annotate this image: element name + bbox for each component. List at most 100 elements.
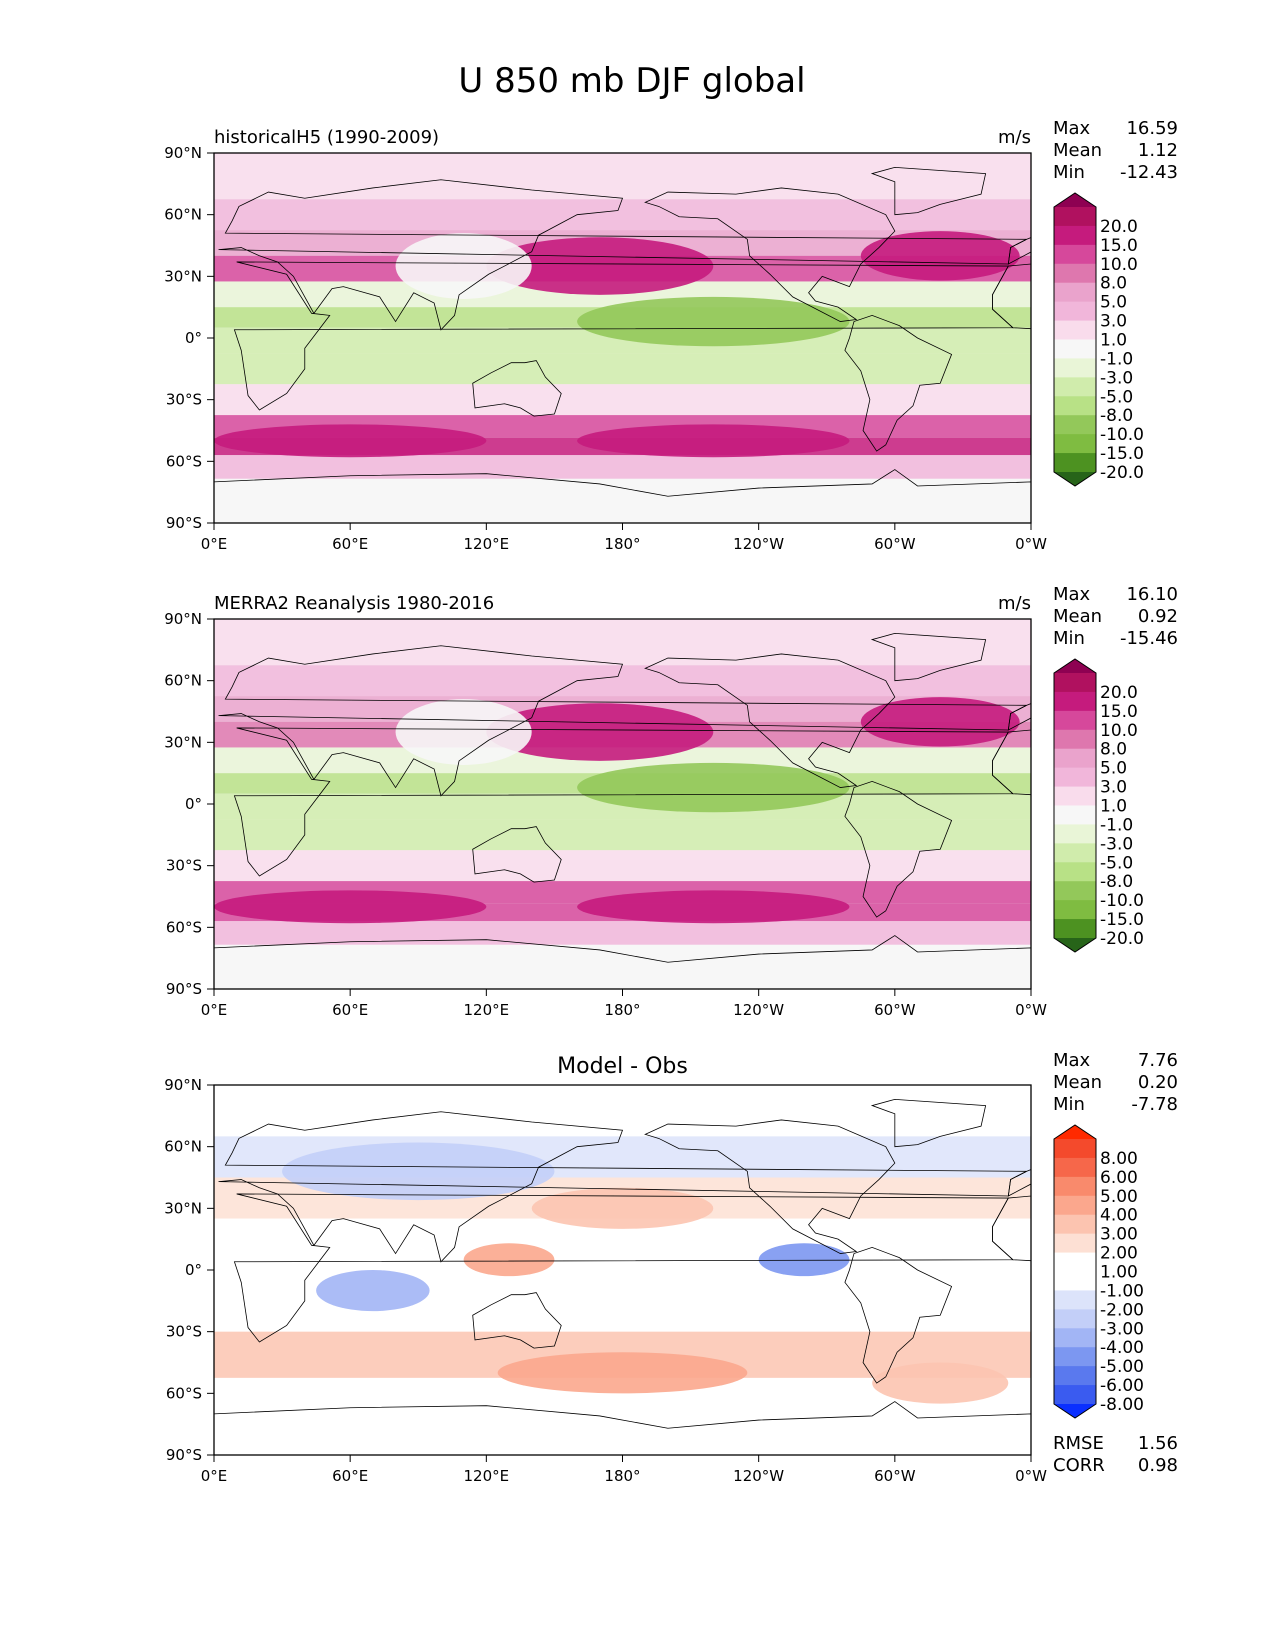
stat-value: -15.46 (1120, 628, 1178, 649)
lat-tick-label: 30°S (166, 1323, 202, 1341)
colorbar-bin (1054, 1347, 1096, 1367)
lon-tick-label: 60°W (874, 535, 916, 553)
stat-value: -7.78 (1131, 1094, 1178, 1115)
field-feature (531, 1187, 714, 1229)
coastline (844, 780, 953, 918)
stat-value: 7.76 (1138, 1050, 1178, 1071)
colorbar: 20.015.010.08.05.03.01.0-1.0-3.0-5.0-8.0… (1053, 658, 1144, 953)
colorbar-label: -20.0 (1100, 463, 1144, 483)
map-field (214, 1085, 1031, 1455)
colorbar-bin (1054, 673, 1096, 693)
colorbar-label: 2.00 (1100, 1244, 1138, 1264)
colorbar-min-extension (1054, 1404, 1096, 1418)
colorbar-bin (1054, 396, 1096, 416)
lat-tick-label: 90°S (166, 980, 202, 998)
field-feature (872, 1362, 1009, 1404)
lat-tick-label: 60°N (164, 206, 202, 224)
lon-tick-label: 120°E (464, 1467, 510, 1485)
coastline-wrap (1007, 237, 1031, 265)
colorbar-label: 8.0 (1100, 274, 1127, 294)
colorbar-label: 15.0 (1100, 236, 1138, 256)
coastline (472, 826, 562, 883)
colorbar-label: 3.00 (1100, 1225, 1138, 1245)
colorbar-label: -1.0 (1100, 815, 1133, 835)
field-feature (577, 424, 850, 458)
coastline (233, 261, 1014, 411)
field-band (214, 455, 1031, 479)
stat-label: Min (1053, 1094, 1085, 1115)
lat-tick-label: 0° (185, 795, 202, 813)
coastline (214, 469, 1031, 523)
colorbar-label: -15.0 (1100, 910, 1144, 930)
colorbar-label: -8.0 (1100, 406, 1133, 426)
colorbar-bin (1054, 1328, 1096, 1348)
colorbar-bin (1054, 691, 1096, 712)
lat-tick-label: 0° (185, 329, 202, 347)
colorbar-label: -1.0 (1100, 349, 1133, 369)
stat-value: 0.20 (1138, 1072, 1178, 1093)
colorbar-bin (1054, 767, 1096, 788)
map-field (214, 619, 1031, 989)
colorbar-min-extension (1054, 472, 1096, 486)
colorbar-bin (1054, 1176, 1096, 1197)
field-feature (860, 697, 1020, 747)
panel-title: Model - Obs (557, 1054, 688, 1079)
colorbar-bin (1054, 748, 1096, 769)
coastline (644, 187, 896, 322)
field-feature (758, 1243, 850, 1277)
lon-tick-label: 180° (604, 1001, 640, 1019)
colorbar: 8.006.005.004.003.002.001.00-1.00-2.00-3… (1053, 1124, 1144, 1419)
field-feature (577, 762, 850, 813)
lat-tick-label: 30°N (164, 267, 202, 285)
field-feature (316, 1270, 430, 1312)
lon-tick-label: 0°W (1015, 1001, 1047, 1019)
colorbar-label: 8.00 (1100, 1149, 1138, 1169)
lon-tick-label: 0°W (1015, 1467, 1047, 1485)
field-band (214, 921, 1031, 945)
lat-tick-label: 60°S (166, 918, 202, 936)
field-band (214, 153, 1031, 200)
field-feature (214, 890, 487, 924)
coastline (218, 1111, 1027, 1263)
colorbar-bin (1054, 301, 1096, 322)
field-band (214, 1408, 1031, 1455)
colorbar-label: 4.00 (1100, 1206, 1138, 1226)
colorbar-bin (1054, 1366, 1096, 1386)
colorbar-bin (1054, 1385, 1096, 1405)
lon-tick-label: 120°W (733, 1001, 784, 1019)
colorbar-label: 5.0 (1100, 759, 1127, 779)
colorbar-label: 20.0 (1100, 217, 1138, 237)
lon-tick-label: 60°W (874, 1001, 916, 1019)
colorbar-label: -10.0 (1100, 891, 1144, 911)
stat-value: 0.92 (1138, 606, 1178, 627)
field-band (214, 819, 1031, 851)
lat-tick-label: 90°N (164, 610, 202, 628)
colorbar: 20.015.010.08.05.03.01.0-1.0-3.0-5.0-8.0… (1053, 192, 1144, 487)
coastline (870, 632, 987, 682)
field-band (214, 944, 1031, 989)
colorbar-label: 1.0 (1100, 331, 1127, 351)
lat-tick-label: 90°N (164, 1076, 202, 1094)
colorbar-label: 3.0 (1100, 312, 1127, 332)
colorbar-label: 5.00 (1100, 1187, 1138, 1207)
field-feature (497, 1352, 748, 1394)
lon-tick-label: 60°E (332, 535, 368, 553)
colorbar-bin (1054, 1271, 1096, 1291)
coastline (218, 645, 1027, 797)
figure-title: U 850 mb DJF global (458, 61, 805, 101)
coastline (472, 1292, 562, 1349)
colorbar-label: -8.00 (1100, 1395, 1144, 1415)
colorbar-label: -3.00 (1100, 1319, 1144, 1339)
colorbar-bin (1054, 1233, 1096, 1254)
lon-tick-label: 180° (604, 535, 640, 553)
field-feature (395, 233, 532, 299)
field-feature (214, 424, 487, 458)
lat-tick-label: 60°S (166, 452, 202, 470)
colorbar-label: 3.0 (1100, 778, 1127, 798)
coastline (214, 935, 1031, 989)
field-band (214, 353, 1031, 385)
lon-tick-label: 60°W (874, 1467, 916, 1485)
colorbar-bin (1054, 339, 1096, 359)
field-feature (282, 1142, 555, 1201)
lon-tick-label: 0°E (201, 535, 228, 553)
